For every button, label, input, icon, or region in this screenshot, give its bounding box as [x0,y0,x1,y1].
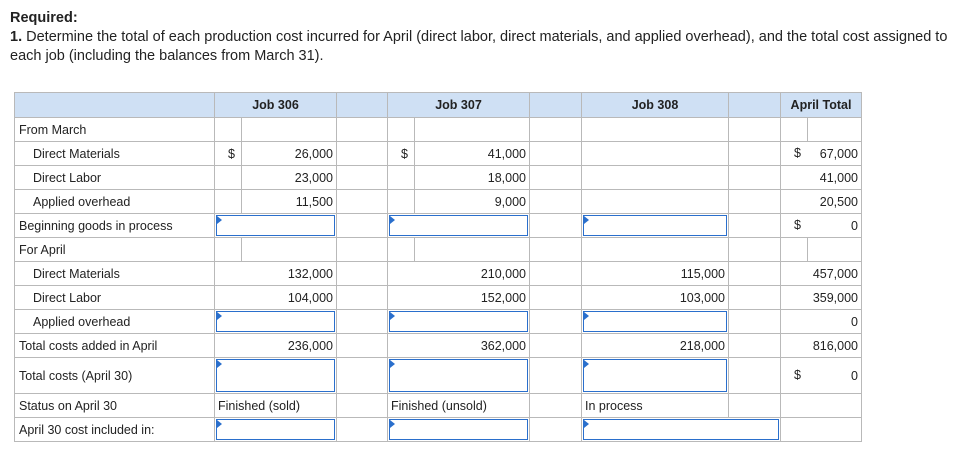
job306-value: 23,000 [241,165,337,190]
required-heading: Required: [10,10,78,26]
col-header-total: April Total [780,92,862,118]
col-header-job306: Job 306 [214,92,337,118]
col-separator [336,92,388,118]
job306-value: 236,000 [214,333,337,358]
total-value: 457,000 [780,261,862,286]
job306-input[interactable] [214,213,337,238]
total-value: $67,000 [780,141,862,166]
job308-value [581,189,729,214]
job308-input[interactable] [581,309,729,334]
total-value: 816,000 [780,333,862,358]
question-body: Determine the total of each production c… [10,29,948,64]
row-total-added-april: Total costs added in April 236,000 362,0… [14,333,862,358]
job308-value [581,165,729,190]
row-april-direct-labor: Direct Labor 104,000 152,000 103,000 359… [14,285,862,310]
total-value: $0 [780,357,862,394]
row-march-direct-labor: Direct Labor 23,000 18,000 41,000 [14,165,862,190]
job308-select[interactable] [581,417,781,442]
job307-value: 9,000 [414,189,530,214]
job306-value: 132,000 [214,261,337,286]
total-value: 359,000 [780,285,862,310]
col-separator [529,92,582,118]
job307-value: 41,000 [414,141,530,166]
total-value: 0 [780,309,862,334]
job306-select[interactable] [214,417,337,442]
row-label: April 30 cost included in: [14,417,215,442]
job308-value: 103,000 [581,285,729,310]
job306-value: 104,000 [214,285,337,310]
row-total-costs-april30: Total costs (April 30) $0 [14,357,862,394]
question-text: 1. Determine the total of each productio… [10,28,950,66]
row-label: Applied overhead [14,309,215,334]
row-april-direct-materials: Direct Materials 132,000 210,000 115,000… [14,261,862,286]
total-value: 20,500 [780,189,862,214]
job308-value: 218,000 [581,333,729,358]
col-separator [728,92,781,118]
dollar-sign: $ [794,218,801,232]
dollar-sign: $ [794,368,801,382]
row-beginning-goods-in-process: Beginning goods in process $0 [14,213,862,238]
job306-value: 11,500 [241,189,337,214]
row-for-april: For April [14,237,862,262]
row-label: Status on April 30 [14,393,215,418]
row-label: From March [14,117,215,142]
job307-input[interactable] [387,309,530,334]
row-april-applied-overhead: Applied overhead 0 [14,309,862,334]
job307-status: Finished (unsold) [387,393,530,418]
row-status-april30: Status on April 30 Finished (sold) Finis… [14,393,862,418]
job307-select[interactable] [387,417,530,442]
job-cost-table: Job 306 Job 307 Job 308 April Total From… [14,92,862,442]
dollar-sign: $ [214,141,242,166]
row-from-march: From March [14,117,862,142]
row-march-applied-overhead: Applied overhead 11,500 9,000 20,500 [14,189,862,214]
job306-input[interactable] [214,357,337,394]
job308-input[interactable] [581,357,729,394]
job306-input[interactable] [214,309,337,334]
job308-value [581,141,729,166]
total-value: $0 [780,213,862,238]
dollar-sign: $ [794,146,801,160]
job308-value: 115,000 [581,261,729,286]
total-empty [780,417,862,442]
job307-value: 362,000 [387,333,530,358]
job308-status: In process [581,393,729,418]
row-label: Direct Materials [14,141,215,166]
row-label: Total costs (April 30) [14,357,215,394]
job307-input[interactable] [387,213,530,238]
job307-value: 210,000 [387,261,530,286]
dollar-sign: $ [387,141,415,166]
row-label: Applied overhead [14,189,215,214]
job307-value: 152,000 [387,285,530,310]
job308-input[interactable] [581,213,729,238]
job307-value: 18,000 [414,165,530,190]
row-march-direct-materials: Direct Materials $ 26,000 $ 41,000 $67,0… [14,141,862,166]
job307-input[interactable] [387,357,530,394]
row-cost-included-in: April 30 cost included in: [14,417,862,442]
total-value: 41,000 [780,165,862,190]
row-label: Total costs added in April [14,333,215,358]
row-label: Direct Materials [14,261,215,286]
job306-value: 26,000 [241,141,337,166]
corner-cell [14,92,215,118]
question-number: 1. [10,29,23,45]
instructions: Required: 1. Determine the total of each… [10,9,950,66]
row-label: Direct Labor [14,285,215,310]
row-label: Direct Labor [14,165,215,190]
header-row: Job 306 Job 307 Job 308 April Total [14,92,862,118]
job306-status: Finished (sold) [214,393,337,418]
row-label: For April [14,237,215,262]
total-status [780,393,862,418]
col-header-job308: Job 308 [581,92,729,118]
row-label: Beginning goods in process [14,213,215,238]
col-header-job307: Job 307 [387,92,530,118]
